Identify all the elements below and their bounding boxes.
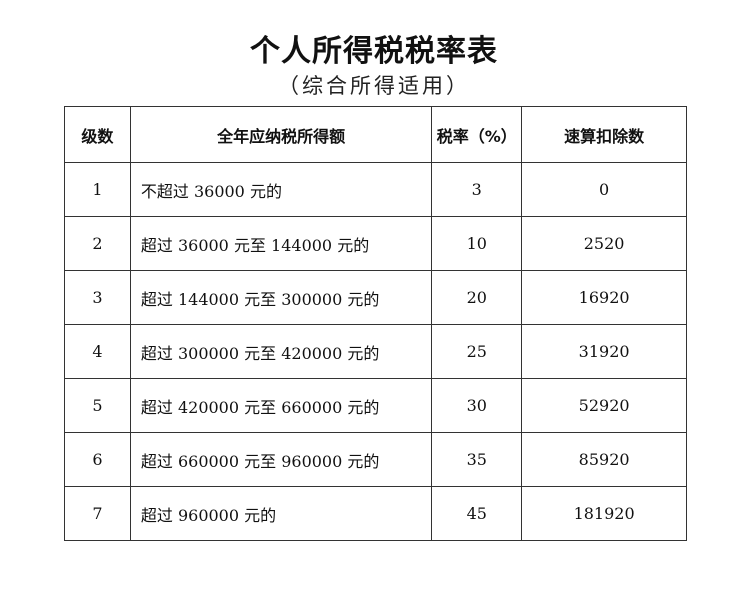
table-row: 2 超过 36000 元至 144000 元的 10 2520 — [64, 216, 687, 271]
cell-taxable-income: 超过 960000 元的 — [129, 486, 433, 541]
cell-level: 4 — [64, 324, 131, 379]
cell-tax-rate: 25 — [431, 324, 523, 379]
table-row: 1 不超过 36000 元的 3 0 — [64, 162, 687, 217]
cell-level: 3 — [64, 270, 131, 325]
header-tax-rate: 税率（%） — [431, 106, 523, 163]
cell-quick-deduction: 52920 — [521, 378, 687, 433]
cell-quick-deduction: 16920 — [521, 270, 687, 325]
cell-taxable-income: 不超过 36000 元的 — [129, 162, 433, 217]
header-taxable-income: 全年应纳税所得额 — [129, 106, 433, 163]
cell-taxable-income: 超过 36000 元至 144000 元的 — [129, 216, 433, 271]
cell-quick-deduction: 2520 — [521, 216, 687, 271]
cell-level: 5 — [64, 378, 131, 433]
header-level: 级数 — [64, 106, 131, 163]
cell-tax-rate: 3 — [431, 162, 523, 217]
cell-level: 1 — [64, 162, 131, 217]
cell-quick-deduction: 181920 — [521, 486, 687, 541]
cell-tax-rate: 10 — [431, 216, 523, 271]
tax-rate-table: 级数 全年应纳税所得额 税率（%） 速算扣除数 1 不超过 36000 元的 3 0 2 超过 … — [64, 106, 687, 541]
cell-tax-rate: 35 — [431, 432, 523, 487]
cell-tax-rate: 45 — [431, 486, 523, 541]
cell-quick-deduction: 31920 — [521, 324, 687, 379]
cell-tax-rate: 30 — [431, 378, 523, 433]
cell-tax-rate: 20 — [431, 270, 523, 325]
cell-taxable-income: 超过 420000 元至 660000 元的 — [129, 378, 433, 433]
table-row: 4 超过 300000 元至 420000 元的 25 31920 — [64, 324, 687, 379]
cell-level: 2 — [64, 216, 131, 271]
header-quick-deduction: 速算扣除数 — [521, 106, 687, 163]
page-subtitle: （综合所得适用） — [278, 74, 470, 98]
table-header-row: 级数 全年应纳税所得额 税率（%） 速算扣除数 — [64, 106, 687, 163]
cell-level: 7 — [64, 486, 131, 541]
page-title: 个人所得税税率表 — [250, 34, 498, 69]
table-row: 5 超过 420000 元至 660000 元的 30 52920 — [64, 378, 687, 433]
cell-quick-deduction: 0 — [521, 162, 687, 217]
cell-taxable-income: 超过 300000 元至 420000 元的 — [129, 324, 433, 379]
table-row: 7 超过 960000 元的 45 181920 — [64, 486, 687, 541]
cell-quick-deduction: 85920 — [521, 432, 687, 487]
cell-taxable-income: 超过 144000 元至 300000 元的 — [129, 270, 433, 325]
cell-taxable-income: 超过 660000 元至 960000 元的 — [129, 432, 433, 487]
table-row: 6 超过 660000 元至 960000 元的 35 85920 — [64, 432, 687, 487]
cell-level: 6 — [64, 432, 131, 487]
table-row: 3 超过 144000 元至 300000 元的 20 16920 — [64, 270, 687, 325]
